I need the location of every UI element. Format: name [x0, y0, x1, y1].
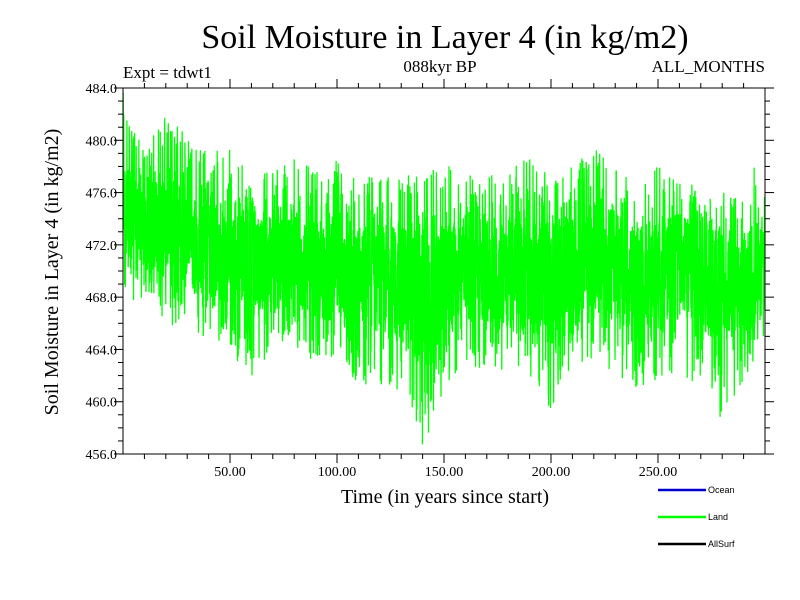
legend-label-allsurf: AllSurf — [708, 539, 735, 549]
axes-layer: 456.0 460.0 464.0 468.0 472.0 476.0 480.0 484.0… — [86, 79, 774, 480]
y-tick-label: 476.0 — [86, 187, 118, 202]
series-layer — [123, 92, 765, 445]
y-axis-label: Soil Moisture in Layer 4 (in kg/m2) — [41, 129, 63, 416]
y-tick-label: 460.0 — [86, 396, 118, 411]
y-tick-label: 472.0 — [86, 239, 118, 254]
y-tick-label: 456.0 — [86, 448, 118, 463]
x-tick-label: 100.00 — [318, 465, 357, 480]
legend: Ocean Land AllSurf — [658, 485, 735, 549]
x-tick-label: 50.00 — [214, 465, 246, 480]
y-tick-label: 480.0 — [86, 134, 118, 149]
y-tick-label: 464.0 — [86, 343, 118, 358]
x-tick-label: 200.00 — [532, 465, 571, 480]
x-tick-label: 250.00 — [639, 465, 678, 480]
chart-title: Soil Moisture in Layer 4 (in kg/m2) — [201, 19, 688, 56]
experiment-label: Expt = tdwt1 — [123, 63, 212, 82]
months-label: ALL_MONTHS — [652, 57, 765, 76]
period-label: 088kyr BP — [403, 57, 476, 76]
series-line-land — [123, 92, 765, 445]
legend-label-land: Land — [708, 512, 728, 522]
y-tick-label: 484.0 — [86, 82, 118, 97]
x-tick-label: 150.00 — [425, 465, 464, 480]
legend-label-ocean: Ocean — [708, 485, 735, 495]
y-tick-label: 468.0 — [86, 291, 118, 306]
x-axis-label: Time (in years since start) — [341, 486, 549, 508]
